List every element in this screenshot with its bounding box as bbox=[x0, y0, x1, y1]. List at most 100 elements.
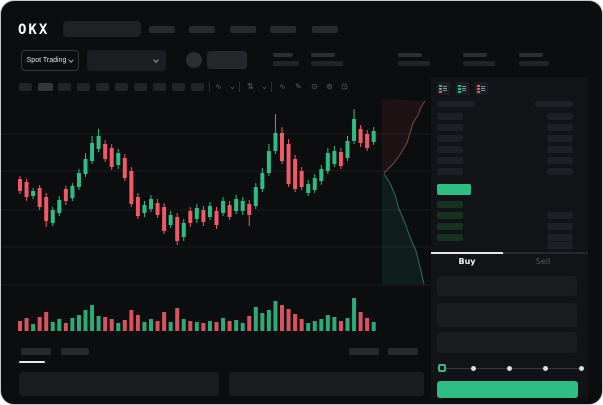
chevron-down-icon bbox=[68, 56, 75, 63]
ask-amount bbox=[547, 124, 573, 131]
ask-row[interactable] bbox=[437, 135, 463, 142]
price-input[interactable] bbox=[437, 276, 577, 296]
ticker-stat-value-2 bbox=[311, 61, 343, 66]
bid-row[interactable] bbox=[437, 201, 463, 208]
interval-button-2-active[interactable] bbox=[38, 83, 53, 91]
bid-row[interactable] bbox=[437, 223, 463, 230]
ticker-stat-label-4 bbox=[463, 53, 487, 57]
chevron-down-icon[interactable]: ⌄ bbox=[261, 82, 268, 91]
ticker-stat-label-3 bbox=[398, 53, 422, 57]
amount-slider[interactable] bbox=[438, 364, 584, 374]
slider-stop-100[interactable] bbox=[579, 366, 584, 371]
chart-tab-2[interactable] bbox=[61, 348, 89, 355]
ticker-stat-value-4 bbox=[463, 61, 495, 66]
nav-item-5[interactable] bbox=[312, 26, 338, 33]
interval-button-6[interactable] bbox=[115, 83, 128, 91]
ask-row[interactable] bbox=[437, 157, 463, 164]
ask-amount bbox=[547, 146, 573, 153]
nav-item-1[interactable] bbox=[149, 26, 175, 33]
nav-item-4[interactable] bbox=[270, 26, 296, 33]
ticker-stat-value-3 bbox=[398, 61, 430, 66]
ticker-stat-label-2 bbox=[311, 53, 335, 57]
ticker-stat-label-1 bbox=[273, 53, 293, 57]
ask-row[interactable] bbox=[437, 146, 463, 153]
chart-range-button-2[interactable] bbox=[388, 348, 418, 355]
interval-button-1[interactable] bbox=[19, 83, 32, 91]
book-bids-icon[interactable] bbox=[456, 82, 469, 95]
submit-buy-button[interactable] bbox=[437, 381, 578, 398]
interval-button-8[interactable] bbox=[153, 83, 166, 91]
chevron-down-icon bbox=[153, 56, 159, 63]
interval-button-3[interactable] bbox=[58, 83, 71, 91]
orderbook-panel: Buy Sell bbox=[431, 77, 588, 398]
amount-input[interactable] bbox=[437, 303, 577, 327]
fullscreen-icon[interactable]: ⊡ bbox=[341, 82, 348, 91]
ask-amount bbox=[547, 157, 573, 164]
interval-button-5[interactable] bbox=[96, 83, 109, 91]
ticker-stat-value-1 bbox=[273, 61, 299, 66]
draw-icon[interactable]: ✎ bbox=[295, 82, 302, 91]
interval-button-9[interactable] bbox=[172, 83, 185, 91]
book-asks-colorbar bbox=[477, 84, 480, 93]
slider-stop-50[interactable] bbox=[507, 366, 512, 371]
toolbar-divider bbox=[239, 82, 240, 92]
bid-row[interactable] bbox=[437, 212, 463, 219]
line-tool-icon[interactable]: ∿ bbox=[279, 82, 286, 91]
bottom-panel-left[interactable] bbox=[19, 372, 219, 396]
book-asks-lines bbox=[481, 86, 485, 91]
bid-row[interactable] bbox=[437, 234, 463, 241]
ask-row[interactable] bbox=[437, 113, 463, 120]
interval-button-10[interactable] bbox=[191, 83, 204, 91]
chart-tab-underline bbox=[19, 361, 45, 363]
orderbook-price-header bbox=[437, 101, 475, 107]
total-input[interactable] bbox=[437, 332, 577, 353]
ask-row[interactable] bbox=[437, 124, 463, 131]
indicator-wave-icon[interactable]: ∿ bbox=[215, 82, 222, 91]
ask-amount bbox=[547, 168, 573, 175]
bid-amount bbox=[547, 242, 573, 249]
okx-logo: OKX bbox=[18, 22, 50, 38]
book-bids-colorbar bbox=[458, 84, 461, 93]
last-price-badge[interactable] bbox=[437, 184, 471, 195]
orderbook-amount-header bbox=[535, 101, 573, 107]
tab-divider bbox=[503, 252, 588, 254]
book-both-icon[interactable] bbox=[437, 82, 450, 95]
bid-amount bbox=[547, 234, 573, 241]
settings-icon[interactable]: ⊚ bbox=[326, 82, 333, 91]
bid-amount bbox=[547, 212, 573, 219]
pair-select-dropdown[interactable] bbox=[87, 50, 166, 71]
tab-buy[interactable]: Buy bbox=[458, 257, 476, 266]
search-input[interactable] bbox=[63, 21, 141, 37]
book-both-lines bbox=[443, 86, 447, 91]
ask-amount bbox=[547, 135, 573, 142]
toolbar-divider bbox=[271, 82, 272, 92]
ask-amount bbox=[547, 113, 573, 120]
chevron-down-icon[interactable]: ⌄ bbox=[229, 82, 236, 91]
chart-range-button-1[interactable] bbox=[349, 348, 379, 355]
slider-stop-25[interactable] bbox=[471, 366, 476, 371]
camera-icon[interactable]: ⊙ bbox=[311, 82, 318, 91]
interval-button-7[interactable] bbox=[134, 83, 147, 91]
candlestick-chart[interactable] bbox=[1, 97, 431, 343]
market-type-dropdown[interactable]: Spot Trading bbox=[21, 50, 79, 71]
nav-item-3[interactable] bbox=[230, 26, 256, 33]
interval-button-4[interactable] bbox=[77, 83, 90, 91]
avatar[interactable] bbox=[186, 52, 202, 68]
tab-sell[interactable]: Sell bbox=[535, 257, 551, 266]
nav-item-2[interactable] bbox=[189, 26, 215, 33]
ticker-stat-label-5 bbox=[519, 53, 543, 57]
bottom-panel-right[interactable] bbox=[229, 372, 424, 396]
slider-stop-75[interactable] bbox=[543, 366, 548, 371]
bid-amount bbox=[547, 223, 573, 230]
book-both-colorbar bbox=[439, 84, 442, 93]
book-asks-icon[interactable] bbox=[475, 82, 488, 95]
book-bids-lines bbox=[462, 86, 466, 91]
ask-row[interactable] bbox=[437, 168, 463, 175]
compare-icon[interactable]: ⇅ bbox=[247, 82, 254, 91]
buy-tab-indicator bbox=[431, 252, 503, 254]
slider-handle[interactable] bbox=[438, 364, 446, 372]
market-type-label: Spot Trading bbox=[26, 57, 67, 64]
account-button[interactable] bbox=[207, 51, 247, 69]
chart-tab-active[interactable] bbox=[21, 348, 51, 355]
